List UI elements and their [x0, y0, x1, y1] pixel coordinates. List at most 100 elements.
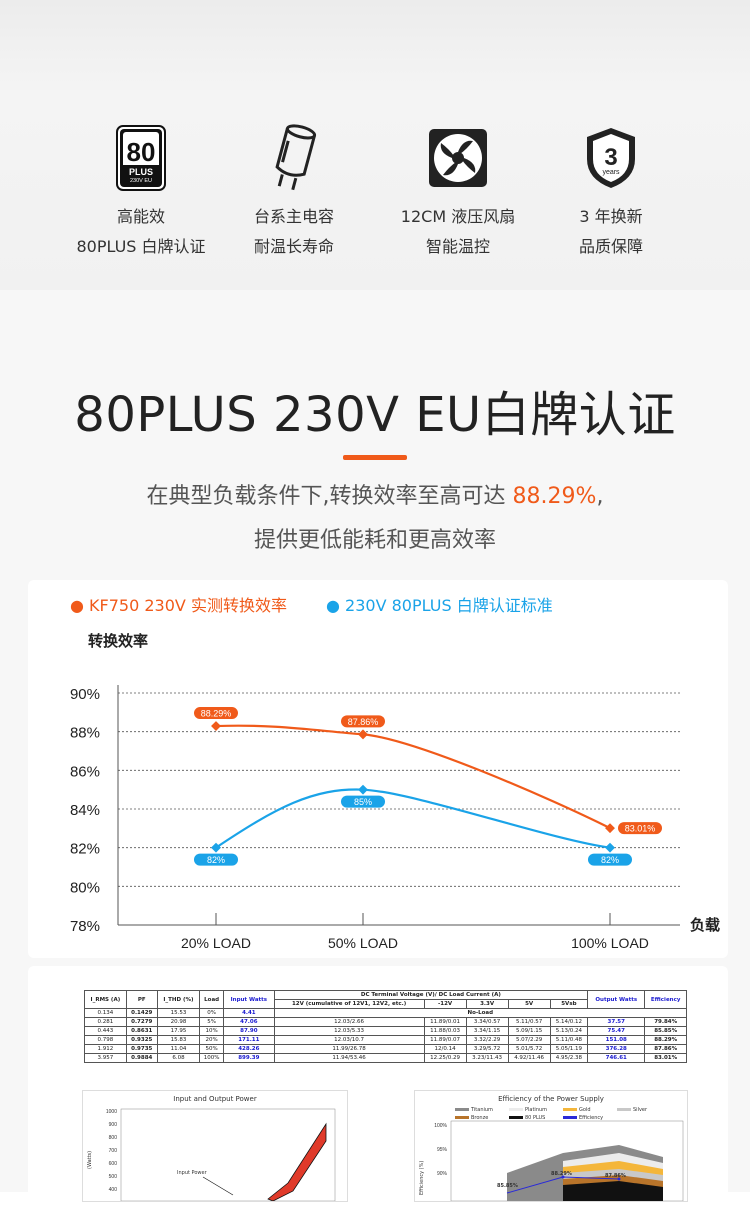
feature-capacitor: 台系主电容 耐温长寿命: [214, 120, 374, 262]
table-cell: 87.86%: [644, 1044, 687, 1054]
table-cell: 0.7279: [125, 1017, 158, 1027]
table-cell: 12.03/5.33: [273, 1026, 425, 1036]
table-cell: 3.957: [84, 1053, 127, 1063]
data-label: 83.01%: [625, 824, 656, 834]
mini-legend-item: Silver: [617, 1107, 647, 1113]
y-tick-label: 80%: [70, 879, 100, 896]
table-cell: 12.03/10.7: [273, 1035, 425, 1045]
efficiency-highlight: 88.29%: [512, 484, 597, 509]
table-cell: 376.28: [587, 1044, 646, 1054]
data-label-bg: [194, 853, 238, 866]
table-cell: 3.29/5.72: [465, 1044, 509, 1054]
table-cell: 0%: [199, 1008, 225, 1018]
table-cell: 4.41: [223, 1008, 275, 1018]
table-cell: 37.57: [587, 1017, 646, 1027]
efficiency-line-chart: 转换效率 90% 88% 86% 84% 82% 80% 78% 20% LOAD 50% LOA…: [70, 632, 720, 951]
table-cell: 11.89/0.01: [423, 1017, 467, 1027]
efficiency-supply-chart: Efficiency of the Power Supply Titanium P…: [414, 1090, 688, 1202]
table-cell: 17.95: [156, 1026, 201, 1036]
fan-icon: [420, 120, 496, 196]
section-title: 80PLUS 230V EU白牌认证: [74, 387, 676, 443]
table-cell: 83.01%: [644, 1053, 687, 1063]
table-cell: 0.9884: [125, 1053, 158, 1063]
table-cell: 3.34/1.15: [465, 1026, 509, 1036]
table-cell: 0.798: [84, 1035, 127, 1045]
table-cell: 75.47: [587, 1026, 646, 1036]
svg-text:years: years: [602, 169, 620, 176]
table-cell: 5.11/0.48: [549, 1035, 589, 1045]
mini-y-tick: 700: [109, 1148, 118, 1154]
mini-y-tick: 100%: [434, 1123, 447, 1129]
data-point: [358, 729, 368, 740]
table-cell: 5.01/5.72: [507, 1044, 551, 1054]
mini-ylabel: (Watts): [87, 1150, 93, 1169]
subcol-5vsb: 5Vsb: [549, 999, 589, 1009]
data-point: [211, 842, 221, 853]
mini-ylabel: Efficiency (%): [419, 1160, 425, 1195]
feature-line2: 耐温长寿命: [253, 237, 334, 256]
feature-banner: 80 PLUS 230V EU 高能效 80PLUS 白牌认证 台系主电容 耐温…: [0, 0, 750, 290]
table-cell: 899.39: [223, 1053, 275, 1063]
point-label: 88.29%: [551, 1171, 572, 1177]
data-point: [211, 721, 221, 732]
table-cell: 0.443: [84, 1026, 127, 1036]
y-tick-label: 86%: [70, 763, 100, 780]
col-pf: PF: [125, 990, 158, 1009]
x-tick-label: 100% LOAD: [571, 935, 649, 951]
mini-legend-item: Gold: [563, 1107, 591, 1113]
feature-efficiency: 80 PLUS 230V EU 高能效 80PLUS 白牌认证: [61, 120, 221, 262]
feature-line2: 80PLUS 白牌认证: [76, 237, 206, 256]
svg-text:PLUS: PLUS: [129, 167, 153, 177]
table-cell: 15.83: [156, 1035, 201, 1045]
warranty-shield-icon: 3 years: [573, 120, 649, 196]
table-row: 0.443 0.8631 17.95 10% 87.90 12.03/5.33 11.88/…: [84, 1026, 687, 1036]
feature-line1: 台系主电容: [253, 207, 334, 226]
subcol-12v: 12V (cumulative of 12V1, 12V2, etc.): [273, 999, 425, 1009]
col-irms: I_RMS (A): [84, 990, 127, 1009]
table-cell: 47.06: [223, 1017, 275, 1027]
x-tick-label: 50% LOAD: [328, 935, 398, 951]
svg-text:230V EU: 230V EU: [130, 178, 152, 184]
legend-item-standard: ● 230V 80PLUS 白牌认证标准: [326, 596, 553, 615]
data-label-bg: [194, 707, 238, 720]
table-cell: 79.84%: [644, 1017, 687, 1027]
point-label: 87.86%: [605, 1173, 626, 1179]
data-point: [605, 823, 615, 834]
table-cell: 4.95/2.38: [549, 1053, 589, 1063]
capacitor-icon: [256, 120, 332, 196]
series-line: [215, 724, 611, 830]
data-label-bg: [341, 795, 385, 808]
feature-line1: 12CM 液压风扇: [400, 207, 516, 226]
table-cell: 20%: [199, 1035, 225, 1045]
mini-y-tick: 400: [109, 1187, 118, 1193]
table-cell: 88.29%: [644, 1035, 687, 1045]
table-cell: 428.26: [223, 1044, 275, 1054]
legend-label: 230V 80PLUS 白牌认证标准: [345, 596, 553, 615]
col-ithd: I_THD (%): [156, 990, 201, 1009]
table-row: 0.134 0.1429 15.53 0% 4.41 No-Load: [84, 1008, 688, 1018]
feature-line1: 高能效: [116, 207, 165, 226]
noload-cell: No-Load: [273, 1008, 688, 1018]
feature-line1: 3 年换新: [579, 207, 643, 226]
table-cell: 3.34/0.57: [465, 1017, 509, 1027]
accent-divider: [343, 455, 407, 460]
data-label: 82%: [207, 855, 225, 865]
annotation-arrow: [202, 1176, 234, 1196]
table-cell: 746.61: [587, 1053, 646, 1063]
data-label: 88.29%: [201, 709, 232, 719]
table-cell: 5.07/2.29: [507, 1035, 551, 1045]
table-cell: 5%: [199, 1017, 225, 1027]
table-row: 1.912 0.9735 11.04 50% 428.26 11.99/26.78 12/0…: [84, 1044, 687, 1054]
y-tick-label: 82%: [70, 841, 100, 858]
mini-legend-item: 80 PLUS: [509, 1115, 545, 1121]
col-load: Load: [199, 990, 225, 1009]
legend-item-measured: ● KF750 230V 实测转换效率: [70, 596, 287, 615]
svg-text:3: 3: [604, 144, 617, 171]
subcol-minus12v: -12V: [423, 999, 467, 1009]
y-axis-title: 转换效率: [88, 632, 148, 650]
table-cell: 20.98: [156, 1017, 201, 1027]
table-cell: 0.281: [84, 1017, 127, 1027]
mini-y-tick: 1000: [106, 1109, 117, 1115]
table-cell: 6.08: [156, 1053, 201, 1063]
data-point: [358, 784, 368, 795]
